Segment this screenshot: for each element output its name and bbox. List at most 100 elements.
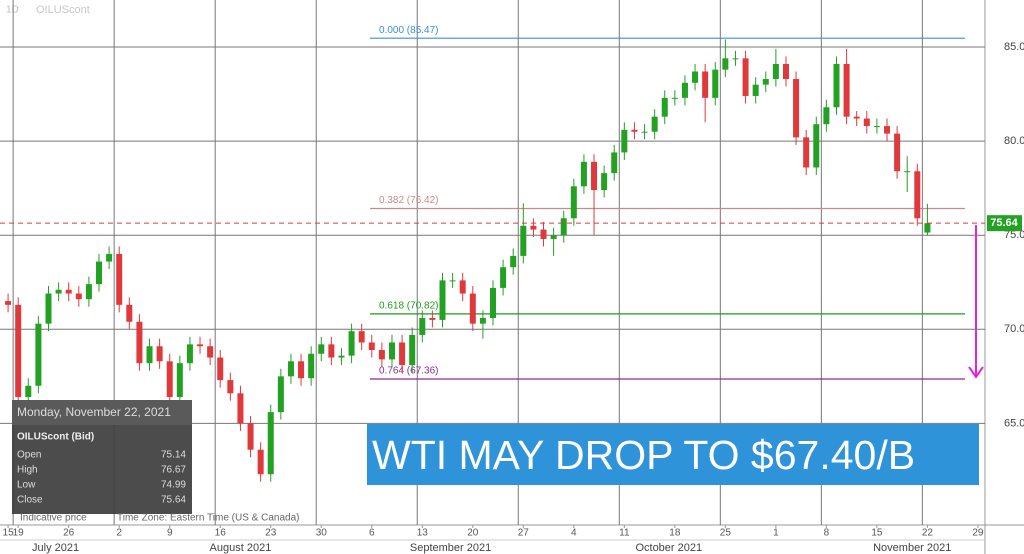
candle-body (490, 287, 497, 319)
candle-body (651, 116, 658, 132)
candle-body (873, 126, 880, 128)
candle-body (227, 380, 234, 394)
candle-body (853, 116, 860, 119)
x-tick-label: 9 (167, 528, 173, 539)
candle-body (722, 58, 729, 70)
candle-body (419, 318, 426, 335)
candle-body (55, 289, 62, 294)
candle-body (378, 350, 385, 360)
candle-body (85, 284, 92, 300)
candle-body (15, 304, 22, 398)
month-label: October 2021 (635, 542, 702, 554)
candle-body (348, 331, 355, 356)
candle-body (146, 346, 153, 364)
candle-body (207, 346, 214, 358)
x-tick-label: 16 (215, 528, 227, 539)
candle-body (510, 255, 517, 268)
arrow-head (968, 366, 984, 379)
candle-body (540, 229, 547, 239)
candle-body (752, 84, 759, 96)
month-label: August 2021 (210, 542, 272, 554)
candle-body (661, 97, 668, 117)
candle-body (550, 235, 557, 239)
candle-body (156, 346, 163, 362)
candle-body (823, 107, 830, 125)
candle-body (267, 412, 274, 475)
candle-body (96, 261, 103, 285)
candle-body (136, 321, 143, 364)
candle-body (338, 355, 345, 358)
info-row-label: High (17, 465, 38, 476)
candle-body (45, 293, 52, 324)
candle-body (287, 361, 294, 377)
x-tick-label: 29 (972, 528, 984, 539)
x-tick-label: 6 (369, 528, 375, 539)
candle-body (641, 131, 648, 133)
candle-body (530, 225, 537, 230)
x-tick-label: 26 (63, 528, 75, 539)
x-tick-label: 13 (417, 528, 429, 539)
y-tick-label: 85.00 (1004, 41, 1024, 53)
y-tick-label: 75.00 (1004, 229, 1024, 241)
x-tick-label: 23 (265, 528, 277, 539)
candle-body (429, 318, 436, 320)
candle-body (186, 344, 193, 364)
candle-body (449, 280, 456, 282)
candle-body (671, 97, 678, 99)
x-tick-label: 15 (3, 528, 15, 539)
candle-body (106, 254, 113, 262)
last-price-label: 75.64 (990, 217, 1018, 229)
annotation-banner (367, 424, 979, 485)
candle-body (520, 225, 527, 256)
x-tick-label: 27 (518, 528, 530, 539)
candle-body (570, 186, 577, 219)
month-label: July 2021 (32, 542, 79, 554)
info-row-value: 76.67 (161, 465, 186, 476)
x-tick-label: 1 (773, 528, 779, 539)
info-row-label: Open (17, 450, 41, 461)
candle-body (388, 342, 395, 360)
candle-body (328, 344, 335, 358)
candle-body (439, 280, 446, 320)
candle-body (631, 129, 638, 132)
interval-label: 1D (6, 5, 19, 16)
x-tick-label: 8 (824, 528, 830, 539)
x-tick-label: 2 (116, 528, 122, 539)
fib-label: 0.618 (70.82) (379, 301, 439, 312)
fib-label: 0.382 (76.42) (379, 195, 439, 206)
candle-body (772, 63, 779, 80)
candle-body (742, 58, 749, 96)
x-tick-label: 19 (13, 528, 25, 539)
x-tick-label: 22 (922, 528, 934, 539)
candle-body (884, 126, 891, 134)
candle-body (65, 289, 72, 294)
info-row-label: Close (17, 495, 43, 506)
candle-body (732, 58, 739, 60)
candle-body (813, 124, 820, 168)
candle-body (409, 334, 416, 366)
footer-left: Indicative price (20, 513, 87, 524)
candle-body (692, 71, 699, 83)
candle-body (843, 63, 850, 117)
candle-body (318, 344, 325, 354)
candle-body (621, 129, 628, 153)
info-row-value: 75.14 (161, 450, 186, 461)
symbol-label: OILUScont (36, 4, 90, 16)
month-label: November 2021 (873, 542, 951, 554)
candle-body (176, 363, 183, 398)
x-tick-label: 18 (669, 528, 681, 539)
candle-body (116, 254, 123, 305)
candle-body (217, 357, 224, 381)
x-tick-label: 25 (720, 528, 732, 539)
candle-body (580, 161, 587, 187)
candle-body (500, 267, 507, 288)
info-row-value: 75.64 (161, 495, 186, 506)
x-tick-label: 4 (571, 528, 577, 539)
candle-body (702, 71, 709, 98)
candle-body (924, 223, 931, 233)
candle-body (601, 173, 608, 191)
candle-body (459, 280, 466, 294)
last-price-box (987, 215, 1022, 232)
candle-body (25, 385, 32, 398)
info-box: Monday, November 22, 2021 OILUScont (Bid)… (12, 400, 192, 514)
